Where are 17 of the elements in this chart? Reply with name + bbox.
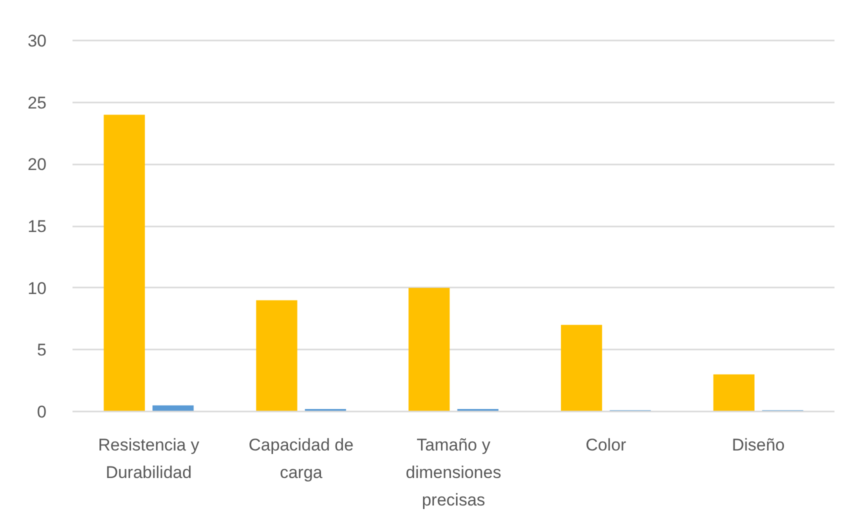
y-tick-label: 15 xyxy=(28,217,47,236)
bar xyxy=(408,288,450,412)
bar xyxy=(256,300,298,412)
y-tick-label: 20 xyxy=(28,155,47,174)
bar xyxy=(713,374,754,412)
bar xyxy=(104,114,145,412)
y-tick-label: 0 xyxy=(37,402,47,422)
x-tick-label: Tamaño y dimensiones precisas xyxy=(406,436,502,510)
bar xyxy=(560,324,602,412)
y-tick-label: 30 xyxy=(28,32,47,50)
y-tick-label: 25 xyxy=(28,93,47,112)
y-tick-label: 10 xyxy=(28,278,47,298)
x-tick-label: Resistencia y Durabilidad xyxy=(98,436,200,482)
x-tick-label: Color xyxy=(586,436,627,454)
x-tick-label: Capacidad de carga xyxy=(248,436,354,482)
y-tick-label: 5 xyxy=(37,340,47,360)
x-tick-label: Diseño xyxy=(732,436,785,454)
